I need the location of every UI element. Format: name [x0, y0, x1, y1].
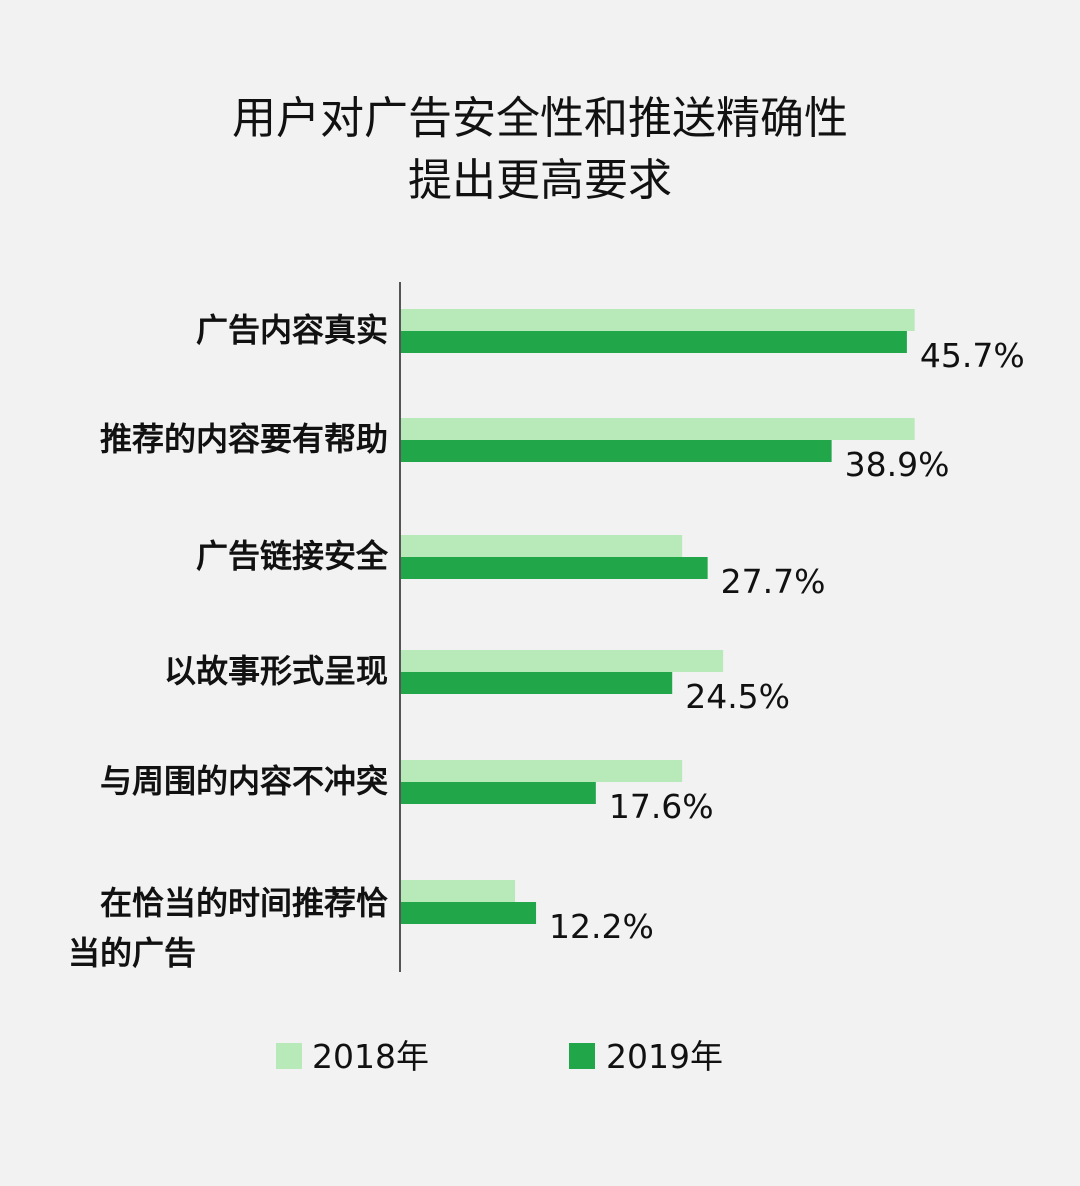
legend-swatch-2019 [569, 1043, 595, 1069]
bar-2019-4 [401, 672, 673, 694]
bar-2019-2 [401, 440, 832, 462]
bar-2018-2 [401, 418, 915, 440]
category-label-4: 以故事形式呈现 [164, 652, 388, 690]
data-label-3: 27.7% [721, 562, 826, 601]
category-label-3: 广告链接安全 [196, 537, 389, 575]
category-label-5: 与周围的内容不冲突 [100, 762, 388, 800]
category-label-1: 广告内容真实 [196, 311, 388, 349]
bar-2019-5 [401, 782, 596, 804]
chart-title-line-1: 用户对广告安全性和推送精确性 [232, 93, 848, 144]
category-label-2: 推荐的内容要有帮助 [100, 420, 388, 458]
bar-2019-1 [401, 331, 907, 353]
data-label-4: 24.5% [685, 677, 790, 716]
legend-swatch-2018 [276, 1043, 302, 1069]
bar-2018-5 [401, 760, 683, 782]
bar-2018-3 [401, 535, 683, 557]
bar-2018-6 [401, 880, 516, 902]
chart-title-line-2: 提出更高要求 [408, 155, 672, 206]
bar-2019-6 [401, 902, 537, 924]
data-label-2: 38.9% [845, 445, 950, 484]
legend-label-2019: 2019年 [606, 1037, 723, 1076]
data-label-5: 17.6% [609, 787, 714, 826]
category-label-6-line-1: 在恰当的时间推荐恰 [100, 884, 388, 922]
chart-title: 用户对广告安全性和推送精确性 提出更高要求 [0, 88, 1080, 212]
data-label-6: 12.2% [549, 907, 654, 946]
bar-2018-1 [401, 309, 915, 331]
category-label-6-line-2: 当的广告 [68, 934, 196, 972]
data-label-1: 45.7% [920, 336, 1025, 375]
bar-2018-4 [401, 650, 724, 672]
bar-2019-3 [401, 557, 708, 579]
legend-label-2018: 2018年 [312, 1037, 429, 1076]
